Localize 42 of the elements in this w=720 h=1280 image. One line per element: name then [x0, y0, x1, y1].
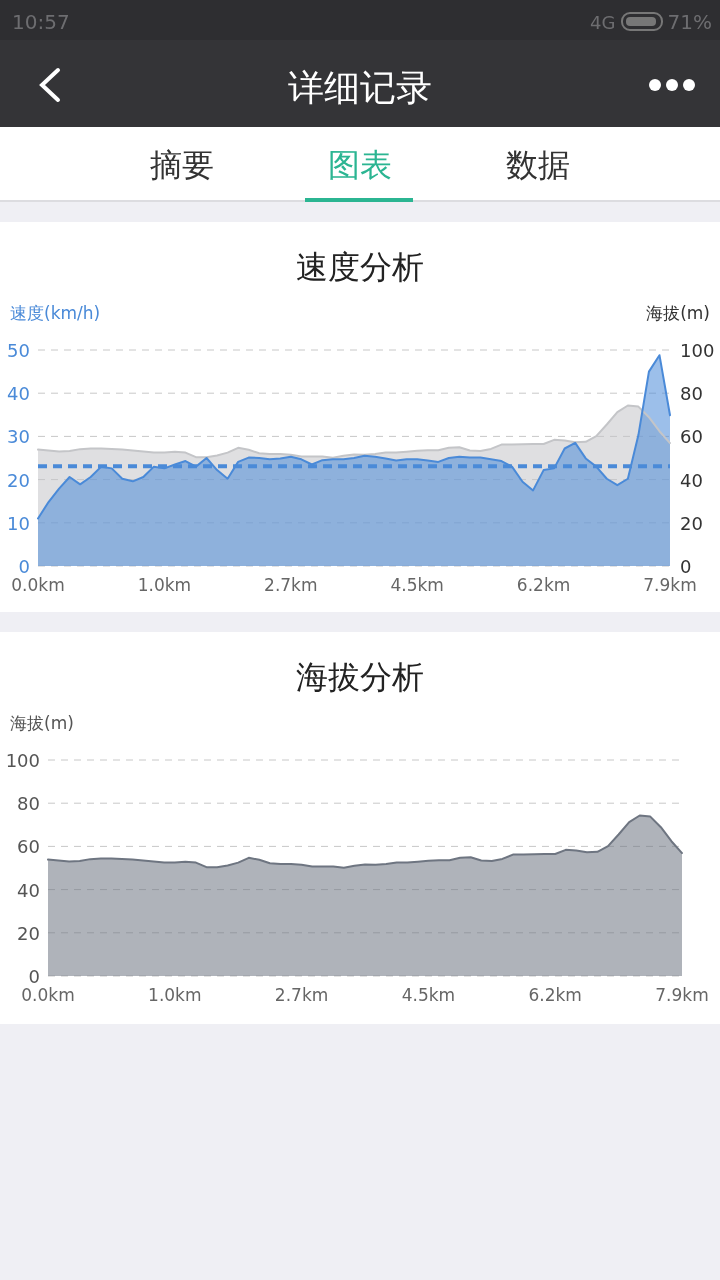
x-tick-label: 4.5km: [401, 985, 456, 1005]
x-tick-label: 4.5km: [390, 575, 444, 595]
text: 4G: [590, 12, 616, 33]
text: 10:57: [12, 10, 70, 34]
x-tick-label: 1.0km: [148, 985, 202, 1005]
y2-axis-title: 海拔(m): [646, 303, 710, 323]
text: 图表: [328, 146, 392, 184]
y-axis-title: 海拔(m): [10, 713, 74, 733]
y2-tick-label: 20: [680, 512, 703, 534]
y-tick-label: 40: [7, 383, 30, 405]
y-tick-label: 50: [7, 340, 30, 361]
y-tick-label: 0: [28, 966, 40, 987]
y-tick-label: 10: [7, 512, 30, 534]
y-axis-title: 速度(km/h): [10, 303, 101, 323]
y-tick-label: 80: [17, 793, 40, 815]
y-tick-label: 20: [17, 922, 40, 944]
y-tick-label: 0: [18, 556, 30, 577]
x-tick-label: 0.0km: [11, 575, 65, 595]
text: 数据: [506, 146, 570, 184]
x-tick-label: 2.7km: [274, 985, 329, 1005]
y2-tick-label: 60: [680, 426, 703, 448]
x-tick-label: 1.0km: [137, 575, 192, 595]
chart-title: 海拔分析: [296, 658, 424, 696]
x-tick-label: 6.2km: [528, 985, 582, 1005]
x-tick-label: 7.9km: [643, 575, 697, 595]
y2-tick-label: 0: [680, 556, 692, 577]
y-tick-label: 100: [5, 750, 40, 771]
y-tick-label: 40: [17, 879, 40, 901]
y2-tick-label: 40: [680, 469, 703, 491]
text: 详细记录: [288, 67, 432, 108]
text: 71%: [667, 10, 712, 34]
y2-tick-label: 80: [680, 383, 703, 405]
y2-tick-label: 100: [680, 340, 715, 361]
x-tick-label: 0.0km: [21, 985, 75, 1005]
text: 摘要: [150, 146, 214, 184]
x-tick-label: 7.9km: [655, 985, 709, 1005]
y-tick-label: 60: [17, 836, 40, 858]
y-tick-label: 30: [7, 426, 30, 448]
x-tick-label: 6.2km: [516, 575, 571, 595]
x-tick-label: 2.7km: [264, 575, 318, 595]
chart-title: 速度分析: [296, 248, 424, 286]
y-tick-label: 20: [7, 469, 30, 491]
